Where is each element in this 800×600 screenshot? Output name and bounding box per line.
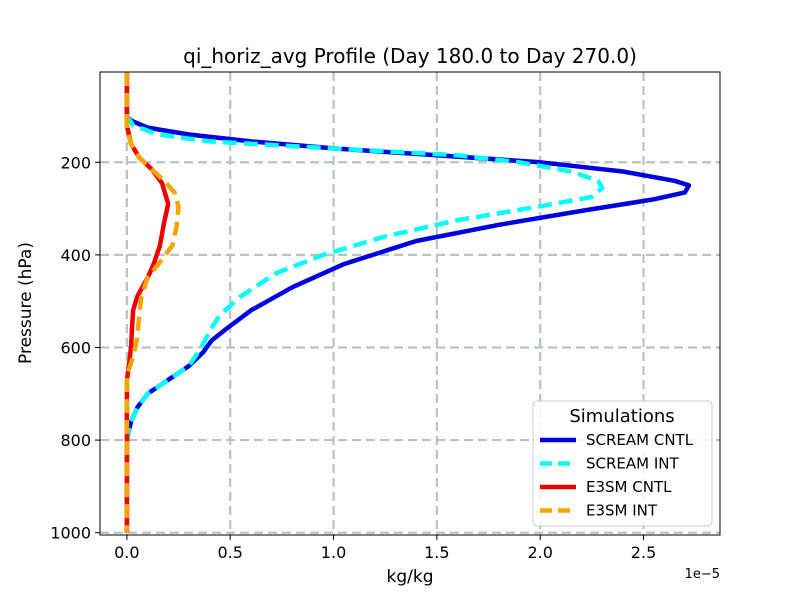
- x-tick-label: 0.5: [217, 543, 242, 562]
- x-tick-label: 2.0: [527, 543, 552, 562]
- chart-title: qi_horiz_avg Profile (Day 180.0 to Day 2…: [183, 44, 637, 68]
- y-tick-label: 1000: [50, 524, 91, 543]
- x-axis-label: kg/kg: [387, 567, 434, 587]
- x-tick-label: 1.0: [321, 543, 346, 562]
- y-tick-label: 200: [60, 153, 91, 172]
- y-axis-ticks: 200 400 600 800 1000: [50, 153, 100, 543]
- plot-frame: [99, 71, 721, 536]
- x-axis-offset-label: 1e−5: [685, 567, 720, 582]
- x-tick-label: 0.0: [114, 543, 139, 562]
- series-line-scream-cntl: [124, 72, 692, 533]
- series-line-e3sm-int: [124, 72, 181, 533]
- legend-title: Simulations: [569, 406, 674, 427]
- legend-label: SCREAM CNTL: [586, 431, 694, 449]
- legend-label: E3SM INT: [586, 502, 658, 520]
- y-tick-label: 600: [60, 338, 91, 357]
- y-axis-label: Pressure (hPa): [16, 242, 36, 364]
- legend-label: SCREAM INT: [586, 455, 680, 473]
- series-line-scream-int: [124, 72, 605, 533]
- x-axis-ticks: 0.0 0.5 1.0 1.5 2.0 2.5: [114, 535, 656, 562]
- legend-items: SCREAM CNTL SCREAM INT E3SM CNTL E3SM INT: [540, 431, 694, 520]
- legend-label: E3SM CNTL: [586, 478, 672, 496]
- x-tick-label: 1.5: [424, 543, 449, 562]
- legend: Simulations SCREAM CNTL SCREAM INT E3SM CN…: [532, 400, 713, 527]
- legend-frame: [532, 400, 713, 527]
- y-tick-label: 400: [60, 246, 91, 265]
- x-tick-label: 2.5: [631, 543, 656, 562]
- series-layer: [124, 72, 692, 533]
- y-tick-label: 800: [60, 431, 91, 450]
